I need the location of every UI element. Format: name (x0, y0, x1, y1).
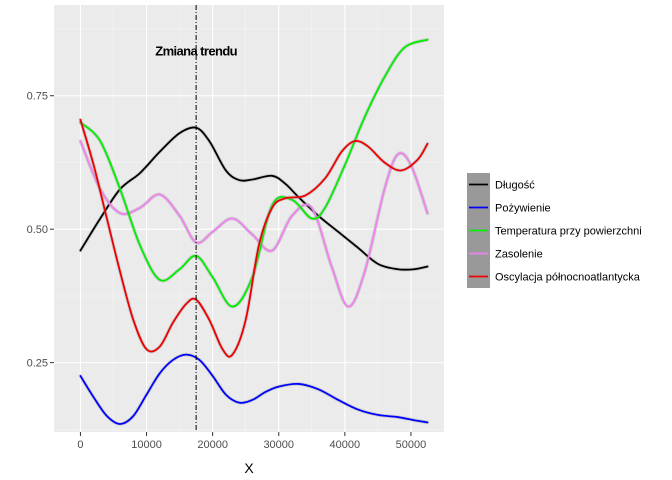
x-tick-label: 30000 (263, 439, 294, 451)
legend-label: Temperatura przy powierzchni (495, 226, 642, 238)
series-lines (78, 37, 430, 426)
y-axis-ticks: 0.25 0.50 0.75 (27, 91, 54, 370)
legend-label: Pożywienie (495, 203, 551, 215)
y-tick-label: 0.50 (27, 224, 48, 236)
series-line (79, 140, 429, 308)
plot-panel (54, 5, 444, 432)
trend-annotation: Zmiana trendu (155, 43, 237, 58)
x-tick-label: 50000 (396, 439, 427, 451)
legend-label: Długość (495, 180, 535, 192)
series-line (79, 118, 429, 358)
x-axis-ticks: 0 10000 20000 30000 40000 50000 (77, 432, 426, 451)
x-axis-title: X (244, 460, 254, 476)
legend: Długość Pożywienie Temperatura przy powier… (467, 173, 642, 288)
y-tick-label: 0.25 (27, 358, 48, 370)
x-tick-label: 20000 (197, 439, 228, 451)
x-tick-label: 40000 (330, 439, 361, 451)
legend-label: Zasolenie (495, 249, 543, 261)
x-tick-label: 0 (77, 439, 83, 451)
series-line (79, 353, 429, 425)
grid-lines (54, 5, 444, 432)
x-tick-label: 10000 (131, 439, 162, 451)
legend-label: Oscylacja północnoatlantycka (495, 272, 641, 284)
y-tick-label: 0.75 (27, 91, 48, 103)
series-line (79, 126, 429, 271)
